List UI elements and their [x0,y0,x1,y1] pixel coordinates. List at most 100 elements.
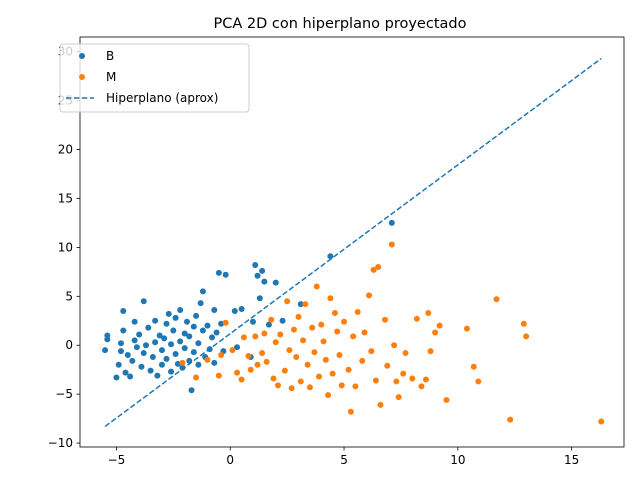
point-b-80 [279,317,286,324]
point-b-28 [158,347,165,354]
point-m-27 [293,353,300,360]
point-m-51 [350,333,357,340]
x-tick-label: 5 [340,453,348,467]
point-b-48 [188,387,195,394]
point-m-8 [238,376,245,383]
point-m-15 [261,330,268,337]
point-b-49 [190,323,197,330]
point-m-7 [234,369,241,376]
point-m-76 [432,329,439,336]
point-m-31 [302,301,309,308]
point-m-42 [327,295,334,302]
point-b-25 [152,339,159,346]
point-m-26 [290,326,297,333]
point-m-3 [215,372,222,379]
point-b-65 [218,320,225,327]
point-m-65 [391,342,398,349]
point-m-16 [263,358,270,365]
point-m-17 [268,316,275,323]
point-m-18 [270,375,277,382]
point-b-7 [120,327,127,334]
y-tick-label: −5 [55,387,73,401]
point-m-30 [300,337,307,344]
point-b-55 [199,327,206,334]
point-m-2 [204,356,211,363]
point-m-47 [338,382,345,389]
y-tick-label: 15 [58,191,73,205]
point-m-80 [470,363,477,370]
point-m-44 [331,309,338,316]
point-b-34 [168,341,175,348]
point-b-17 [138,363,145,370]
point-b-14 [131,318,138,325]
point-b-76 [259,267,266,274]
point-m-4 [218,352,225,359]
point-b-83 [388,219,395,226]
point-b-82 [327,253,334,260]
point-m-48 [341,318,348,325]
point-b-4 [115,361,122,368]
point-m-25 [288,385,295,392]
point-m-40 [322,356,329,363]
point-m-54 [359,357,366,364]
x-axis: −5 0 5 10 15 [108,447,579,467]
point-m-45 [334,328,341,335]
point-m-79 [463,325,470,332]
point-b-32 [163,355,170,362]
point-m-55 [361,329,368,336]
point-b-35 [168,368,175,375]
point-m-84 [520,320,527,327]
y-tick-label: 20 [58,143,73,157]
x-tick-label: 10 [450,453,465,467]
point-m-49 [345,366,352,373]
point-b-27 [156,332,163,339]
point-b-6 [117,340,124,347]
point-b-15 [133,344,140,351]
point-m-35 [311,349,318,356]
point-b-56 [199,288,206,295]
point-b-3 [113,374,120,381]
point-m-86 [598,418,605,425]
point-m-74 [425,309,432,316]
point-m-22 [281,367,288,374]
point-m-41 [325,392,332,399]
point-b-16 [136,331,143,338]
point-b-51 [193,312,200,319]
point-b-13 [131,337,138,344]
point-m-33 [306,384,313,391]
point-m-13 [254,361,261,368]
point-b-63 [213,329,220,336]
point-b-0 [102,347,109,354]
point-m-24 [286,347,293,354]
point-m-14 [259,350,266,357]
point-b-73 [252,261,259,268]
point-m-20 [275,382,282,389]
point-m-34 [309,324,316,331]
chart-title: PCA 2D con hiperplano proyectado [214,16,467,32]
point-m-36 [313,283,320,290]
point-b-50 [190,349,197,356]
point-b-60 [209,334,216,341]
point-m-62 [382,316,389,323]
point-b-47 [186,333,193,340]
x-tick-label: 15 [564,453,579,467]
point-b-61 [211,307,218,314]
point-m-83 [507,416,514,423]
point-m-11 [247,366,254,373]
point-m-56 [366,292,373,299]
hyperplane-layer [104,57,602,428]
point-b-30 [161,335,168,342]
point-m-58 [370,266,377,273]
legend-label: M [106,70,116,84]
point-m-60 [375,263,382,270]
point-b-38 [172,314,179,321]
point-m-28 [295,313,302,320]
point-b-8 [120,307,127,314]
point-m-68 [400,370,407,377]
point-m-29 [297,378,304,385]
point-m-52 [352,383,359,390]
point-b-42 [179,364,186,371]
point-b-37 [172,351,179,358]
